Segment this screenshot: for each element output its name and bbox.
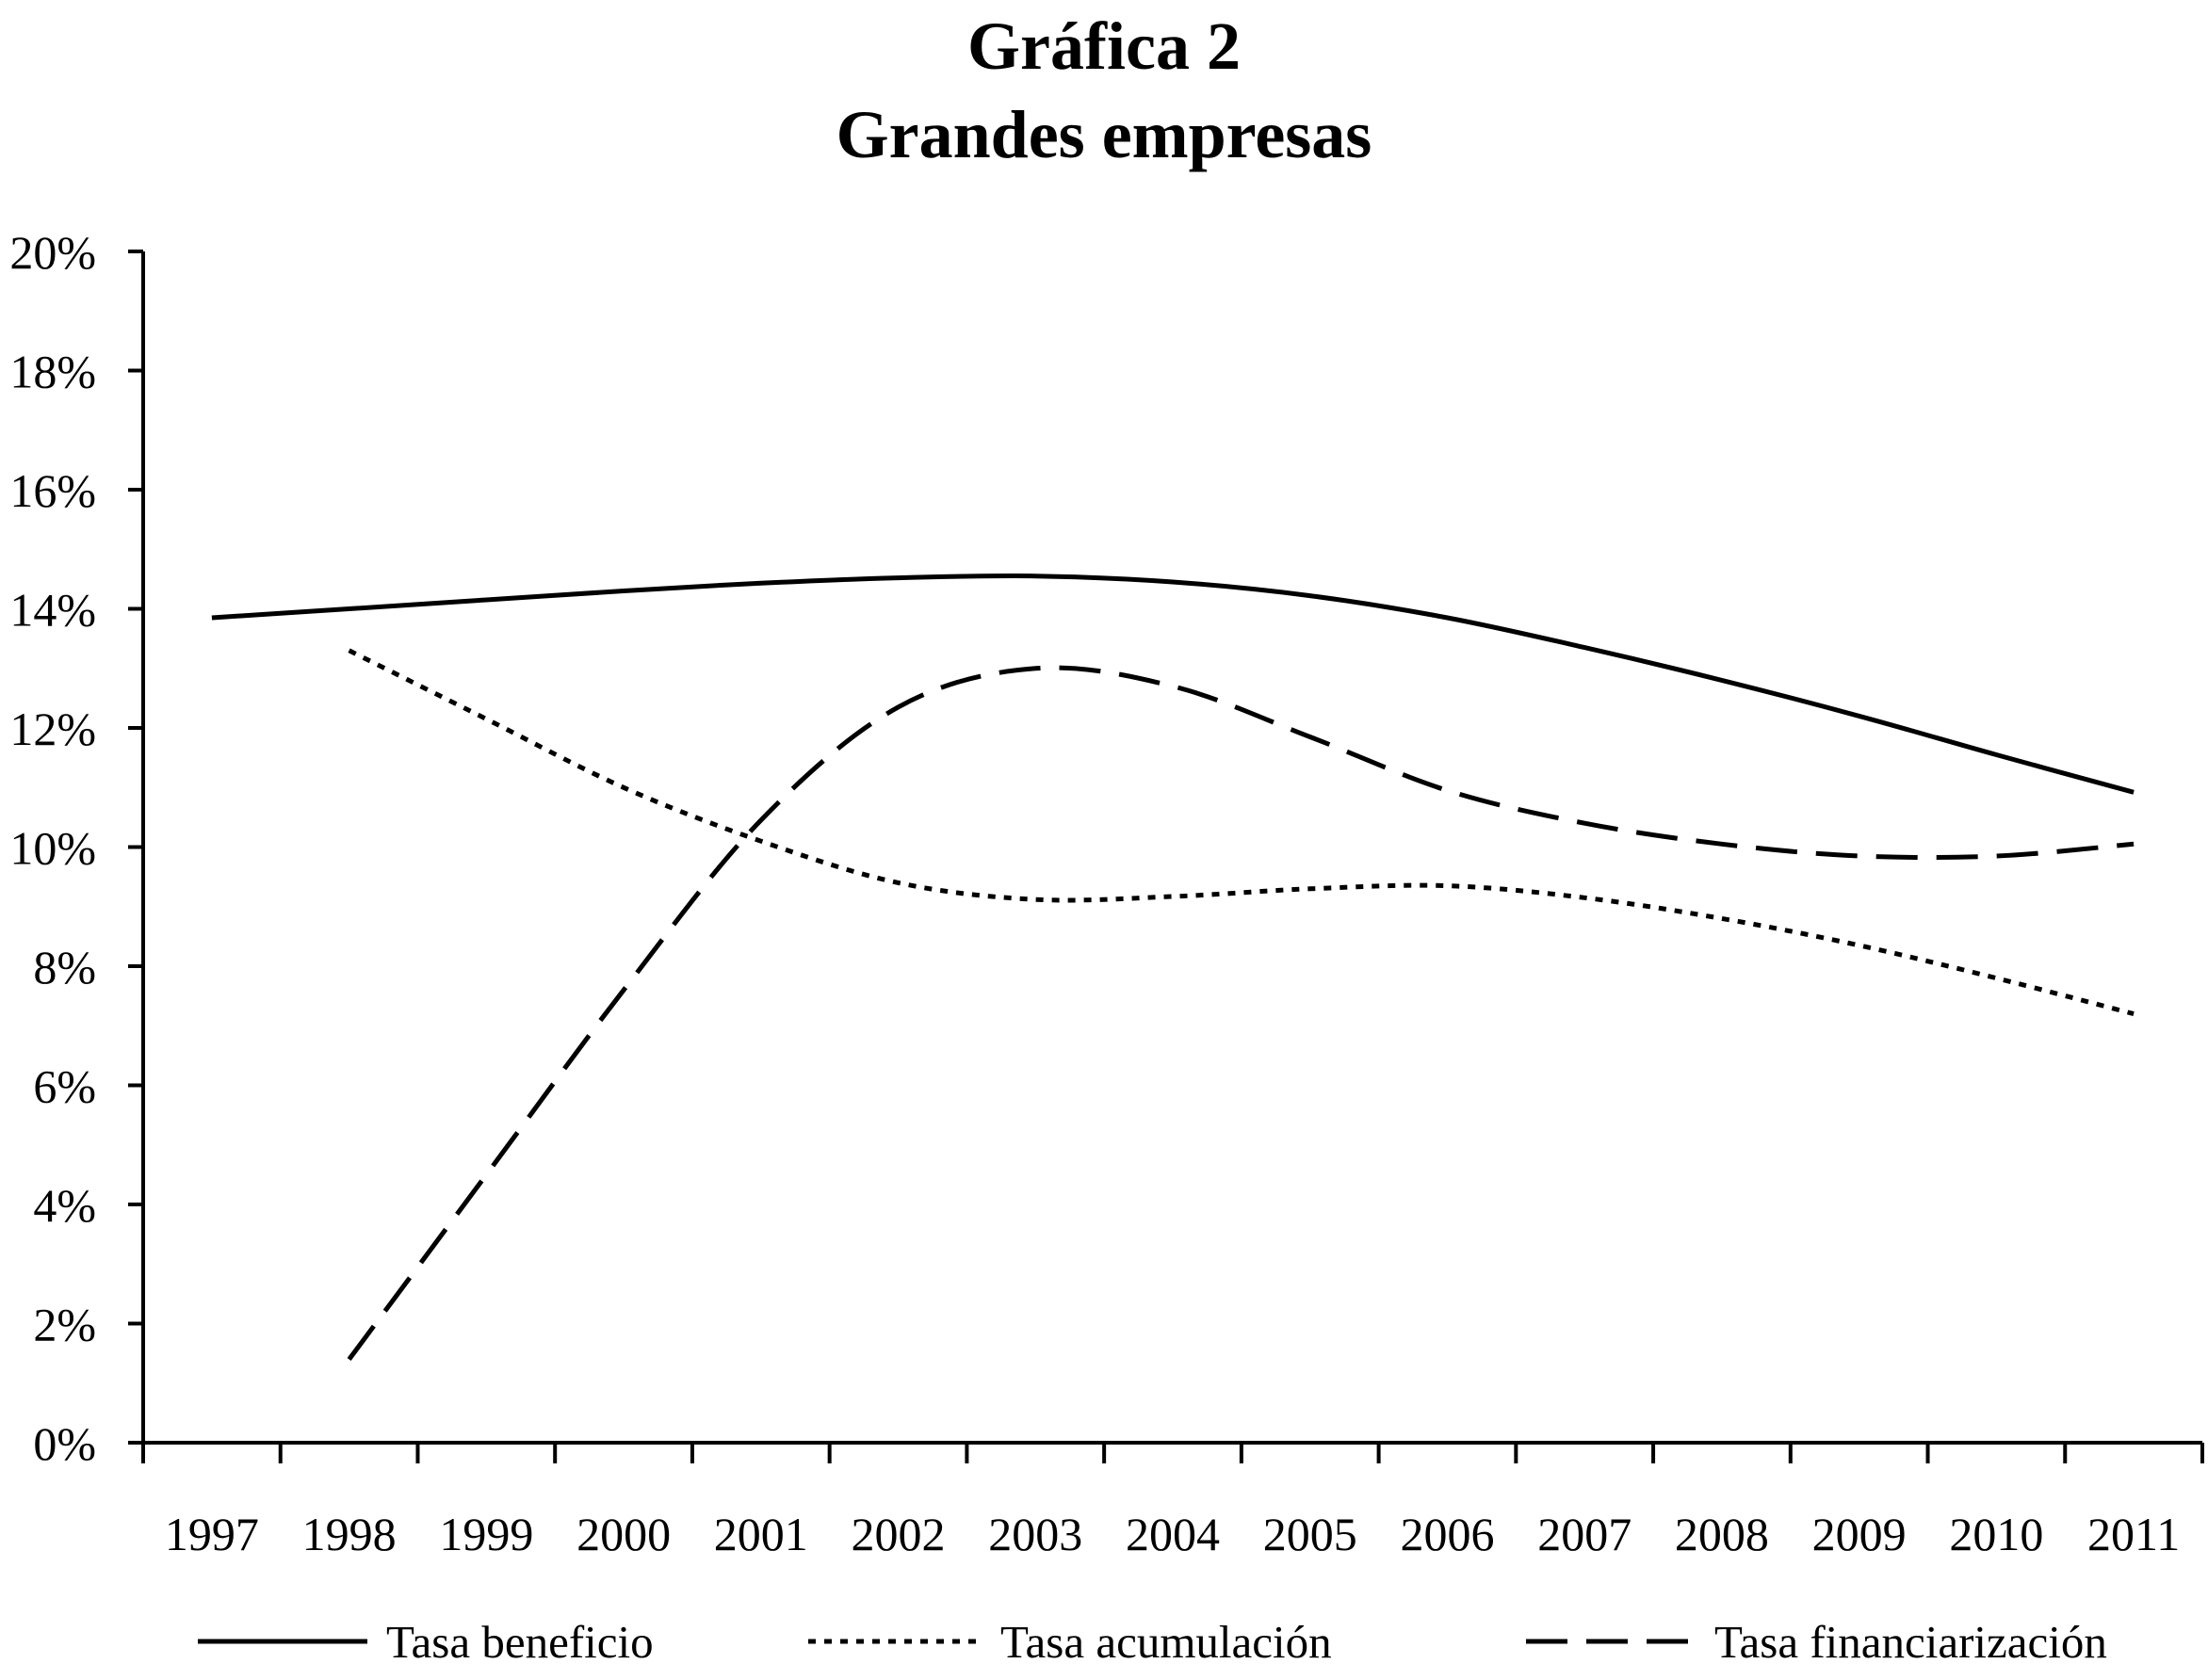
x-tick-label: 2005	[1263, 1508, 1357, 1560]
chart-subtitle: Grandes empresas	[836, 97, 1372, 172]
x-tick-label: 2006	[1400, 1508, 1494, 1560]
x-tick-label: 2000	[576, 1508, 671, 1560]
y-tick-label: 6%	[33, 1060, 96, 1113]
x-tick-label: 2003	[988, 1508, 1082, 1560]
y-tick-label: 20%	[9, 226, 96, 279]
x-tick-label: 2010	[1949, 1508, 2043, 1560]
y-tick-label: 10%	[9, 822, 96, 875]
x-axis: 1997 1998 1999 2000 2001 2002 2003 2004 2005 2006…	[141, 1441, 2204, 1560]
legend-label-3: Tasa financiarización	[1714, 1616, 2107, 1668]
chart-title: Gráfica 2	[967, 8, 1241, 84]
y-tick-label: 14%	[9, 584, 96, 637]
series-line-2	[348, 648, 2135, 1017]
chart-title-block: Gráfica 2 Grandes empresas	[0, 0, 2208, 179]
y-tick-label: 2%	[33, 1299, 96, 1351]
y-tick-label: 18%	[9, 346, 96, 398]
legend-label-1: Tasa beneficio	[386, 1616, 654, 1668]
x-tick-label: 2009	[1812, 1508, 1907, 1560]
x-tick-label: 2004	[1126, 1508, 1220, 1560]
x-tick-label: 1997	[165, 1508, 259, 1560]
legend-label-2: Tasa acumulación	[1000, 1616, 1332, 1668]
x-tick-label: 1998	[302, 1508, 397, 1560]
y-tick-label: 16%	[9, 464, 96, 517]
series-layer	[211, 573, 2135, 1361]
y-tick-label: 12%	[9, 703, 96, 755]
x-tick-label: 2007	[1537, 1508, 1632, 1560]
x-tick-label: 2008	[1675, 1508, 1769, 1560]
y-tick-label: 0%	[33, 1417, 96, 1470]
series-line-1	[211, 573, 2135, 795]
legend: Tasa beneficio Tasa acumulación Tasa finan…	[198, 1616, 2107, 1668]
x-tick-label: 2011	[2087, 1508, 2180, 1560]
x-tick-label: 1999	[439, 1508, 533, 1560]
y-tick-label: 4%	[33, 1179, 96, 1232]
y-axis: 0% 2% 4% 6% 8% 10% 12% 14% 16% 18% 20%	[9, 226, 145, 1470]
x-tick-label: 2001	[714, 1508, 808, 1560]
y-tick-label: 8%	[33, 941, 96, 993]
x-tick-label: 2002	[852, 1508, 946, 1560]
series-line-3	[347, 665, 2135, 1361]
